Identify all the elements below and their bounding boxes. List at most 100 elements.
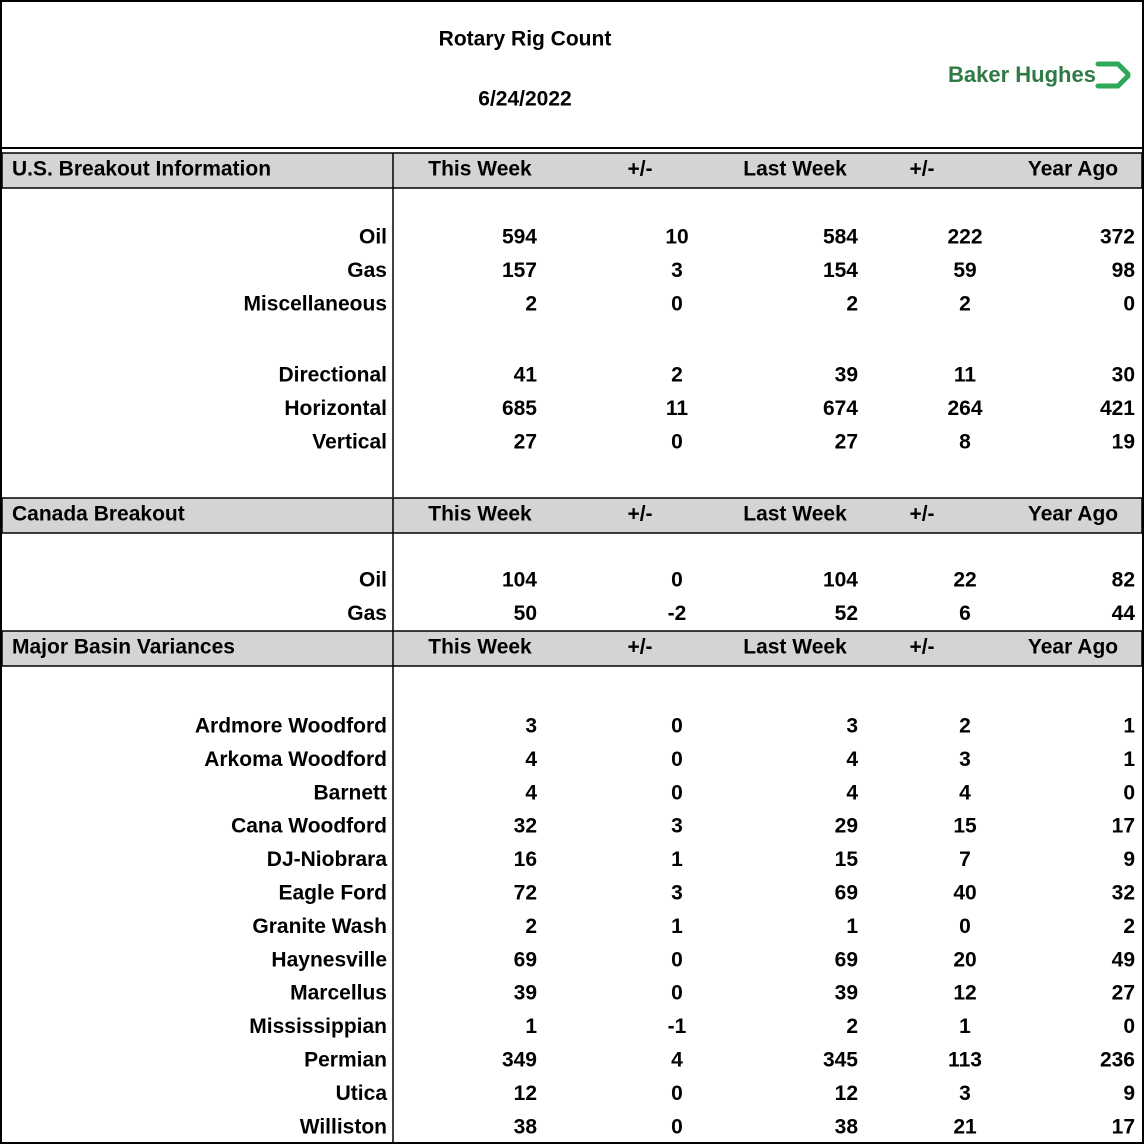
- cell-value: 7: [959, 848, 971, 871]
- cell-value: -1: [668, 1015, 687, 1038]
- column-header: This Week: [428, 636, 532, 659]
- cell-value: 32: [514, 815, 537, 838]
- row-label: Eagle Ford: [278, 882, 387, 905]
- cell-value: 4: [846, 781, 858, 804]
- row-label: Oil: [359, 226, 387, 249]
- cell-value: 1: [671, 848, 683, 871]
- cell-value: 2: [959, 292, 971, 315]
- cell-value: 421: [1100, 397, 1135, 420]
- cell-value: 21: [953, 1115, 977, 1138]
- row-label: Horizontal: [284, 397, 387, 420]
- column-header: Last Week: [743, 158, 847, 181]
- cell-value: 0: [671, 715, 683, 738]
- cell-value: 49: [1112, 948, 1135, 971]
- column-header: +/-: [627, 158, 652, 181]
- cell-value: 154: [823, 259, 858, 282]
- cell-value: 4: [846, 748, 858, 771]
- column-header: +/-: [909, 158, 934, 181]
- row-label: Barnett: [313, 781, 387, 804]
- cell-value: 72: [514, 882, 537, 905]
- cell-value: 44: [1112, 602, 1136, 625]
- row-label: Directional: [278, 364, 387, 387]
- row-label: Permian: [304, 1049, 387, 1072]
- cell-value: 69: [514, 948, 537, 971]
- cell-value: 349: [502, 1049, 537, 1072]
- cell-value: 19: [1112, 430, 1135, 453]
- row-label: Granite Wash: [252, 915, 387, 938]
- cell-value: 372: [1100, 226, 1135, 249]
- cell-value: 9: [1123, 1082, 1135, 1105]
- cell-value: 40: [953, 882, 976, 905]
- cell-value: 98: [1112, 259, 1136, 282]
- cell-value: 12: [953, 982, 976, 1005]
- cell-value: 2: [959, 715, 971, 738]
- cell-value: 1: [959, 1015, 971, 1038]
- cell-value: 1: [1123, 748, 1135, 771]
- row-label: Utica: [336, 1082, 388, 1105]
- section-header-bg: [1, 497, 1143, 534]
- cell-value: 104: [502, 569, 537, 592]
- cell-value: 3: [671, 815, 683, 838]
- section-header-bg: [1, 152, 1143, 189]
- cell-value: 0: [1123, 781, 1135, 804]
- cell-value: 27: [514, 430, 537, 453]
- row-label: Marcellus: [290, 982, 387, 1005]
- row-label: Miscellaneous: [243, 292, 387, 315]
- column-header: Last Week: [743, 503, 847, 526]
- cell-value: 0: [671, 1115, 683, 1138]
- cell-value: 4: [959, 781, 971, 804]
- cell-value: 674: [823, 397, 858, 420]
- cell-value: 2: [1123, 915, 1135, 938]
- column-header: +/-: [909, 503, 934, 526]
- cell-value: -2: [668, 602, 687, 625]
- cell-value: 0: [959, 915, 971, 938]
- cell-value: 0: [671, 430, 683, 453]
- cell-value: 82: [1112, 569, 1135, 592]
- row-label: Gas: [347, 259, 387, 282]
- cell-value: 236: [1100, 1049, 1135, 1072]
- cell-value: 20: [953, 948, 976, 971]
- title: Rotary Rig Count: [439, 28, 612, 51]
- cell-value: 157: [502, 259, 537, 282]
- cell-value: 0: [671, 948, 683, 971]
- column-header: This Week: [428, 158, 532, 181]
- cell-value: 594: [502, 226, 537, 249]
- cell-value: 685: [502, 397, 537, 420]
- cell-value: 39: [835, 364, 858, 387]
- cell-value: 264: [947, 397, 982, 420]
- cell-value: 22: [953, 569, 976, 592]
- cell-value: 11: [666, 397, 689, 420]
- cell-value: 3: [959, 748, 971, 771]
- cell-value: 584: [823, 226, 858, 249]
- cell-value: 41: [514, 364, 538, 387]
- cell-value: 4: [525, 748, 537, 771]
- section-title: Canada Breakout: [12, 503, 185, 526]
- cell-value: 39: [835, 982, 858, 1005]
- column-header: Year Ago: [1028, 158, 1118, 181]
- cell-value: 12: [514, 1082, 537, 1105]
- cell-value: 15: [835, 848, 859, 871]
- cell-value: 0: [671, 292, 683, 315]
- cell-value: 69: [835, 882, 858, 905]
- cell-value: 3: [525, 715, 537, 738]
- cell-value: 2: [846, 1015, 858, 1038]
- row-label: Gas: [347, 602, 387, 625]
- row-label: DJ-Niobrara: [267, 848, 388, 871]
- row-label: Arkoma Woodford: [204, 748, 387, 771]
- row-label: Williston: [300, 1115, 387, 1138]
- cell-value: 69: [835, 948, 858, 971]
- cell-value: 2: [846, 292, 858, 315]
- cell-value: 0: [1123, 1015, 1135, 1038]
- cell-value: 12: [835, 1082, 858, 1105]
- row-label: Mississippian: [249, 1015, 387, 1038]
- row-label: Vertical: [312, 430, 387, 453]
- cell-value: 0: [671, 748, 683, 771]
- cell-value: 0: [671, 982, 683, 1005]
- logo-text: Baker Hughes: [948, 62, 1096, 87]
- cell-value: 8: [959, 430, 971, 453]
- cell-value: 1: [1123, 715, 1135, 738]
- cell-value: 3: [959, 1082, 971, 1105]
- cell-value: 104: [823, 569, 858, 592]
- cell-value: 11: [954, 364, 977, 387]
- cell-value: 345: [823, 1049, 858, 1072]
